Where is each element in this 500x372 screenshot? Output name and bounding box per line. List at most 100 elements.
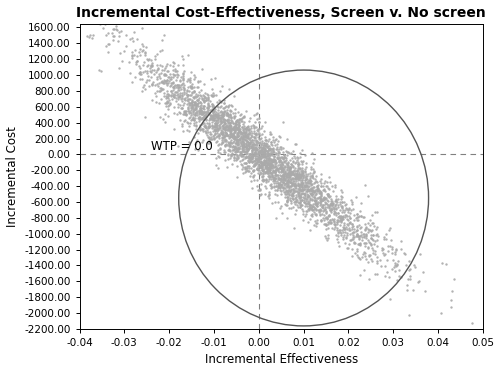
Point (104, 30, 112, 36)
Point (296, 199, 304, 205)
Point (186, 83, 194, 89)
Point (250, 177, 258, 183)
Point (136, 71, 143, 77)
Point (200, 92, 207, 98)
Point (246, 173, 254, 179)
Point (282, 180, 290, 186)
Point (182, 108, 190, 114)
Point (178, 93, 186, 99)
Point (319, 215, 327, 221)
Point (243, 134, 251, 140)
Point (176, 94, 184, 100)
Point (256, 139, 264, 145)
Point (300, 187, 308, 193)
Point (244, 132, 252, 138)
Point (241, 154, 249, 160)
Point (248, 144, 256, 150)
Point (245, 129, 253, 135)
Point (186, 100, 194, 106)
Point (234, 148, 241, 154)
Point (206, 136, 214, 142)
Point (262, 153, 270, 159)
Point (224, 124, 232, 129)
Point (174, 96, 182, 102)
Point (242, 155, 250, 161)
Point (308, 173, 316, 179)
Point (140, 60, 147, 65)
Point (208, 116, 216, 122)
Point (314, 185, 322, 190)
Point (248, 145, 256, 151)
Point (278, 160, 286, 166)
Point (234, 124, 242, 130)
Point (219, 113, 227, 119)
Point (254, 163, 262, 169)
Point (302, 171, 310, 177)
Point (320, 195, 328, 201)
Point (232, 121, 240, 127)
Point (187, 84, 195, 90)
Point (259, 170, 267, 176)
Point (267, 141, 275, 147)
Point (244, 147, 252, 153)
Point (344, 206, 352, 212)
Point (380, 251, 388, 257)
Point (232, 148, 240, 154)
Point (248, 144, 256, 150)
Point (302, 208, 310, 214)
Point (208, 115, 216, 121)
Point (138, 48, 146, 54)
Point (230, 125, 238, 131)
Point (300, 180, 308, 186)
Point (242, 144, 250, 150)
Point (220, 132, 228, 138)
Point (212, 122, 220, 128)
Point (296, 197, 304, 203)
Point (266, 172, 274, 178)
Point (278, 173, 286, 179)
Point (306, 227, 314, 233)
Point (208, 113, 216, 119)
Point (196, 127, 203, 133)
Point (258, 163, 266, 169)
Point (394, 258, 402, 264)
Point (224, 125, 232, 131)
Point (190, 109, 198, 115)
Point (282, 215, 290, 221)
Point (208, 136, 216, 142)
Point (287, 170, 295, 176)
Point (176, 102, 184, 108)
Point (302, 169, 310, 174)
Point (89, 32, 97, 38)
Point (235, 124, 243, 129)
Point (232, 138, 240, 144)
Point (234, 132, 242, 138)
Point (223, 122, 231, 128)
Point (204, 107, 212, 113)
Point (270, 176, 278, 182)
Point (242, 126, 250, 132)
Point (310, 198, 318, 204)
Point (228, 140, 235, 146)
Point (266, 173, 274, 179)
Point (309, 203, 317, 209)
Point (158, 78, 166, 84)
Point (168, 90, 176, 96)
Point (284, 166, 292, 172)
Point (258, 131, 266, 137)
Point (184, 88, 192, 94)
Point (289, 168, 297, 174)
Point (153, 67, 161, 73)
Point (298, 183, 306, 189)
Point (292, 176, 300, 182)
Point (179, 73, 187, 79)
Point (212, 112, 220, 118)
Point (296, 150, 304, 156)
Point (242, 163, 250, 169)
Point (157, 79, 165, 85)
Point (238, 131, 246, 137)
Point (276, 176, 284, 182)
Point (110, 33, 118, 39)
Point (270, 178, 278, 184)
Point (395, 267, 403, 273)
